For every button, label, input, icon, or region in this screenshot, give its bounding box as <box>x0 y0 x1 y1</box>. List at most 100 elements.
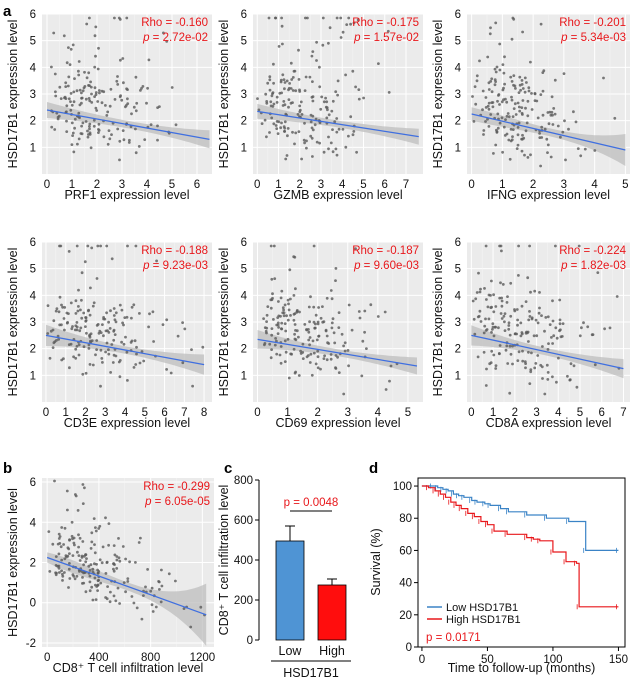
data-point <box>69 108 73 112</box>
data-point <box>94 526 97 529</box>
data-point <box>90 531 94 535</box>
data-point <box>363 309 367 313</box>
data-point <box>506 112 510 115</box>
data-point <box>118 303 122 307</box>
y-tick-label: 600 <box>234 515 253 527</box>
data-point <box>482 350 486 354</box>
data-point <box>517 105 521 109</box>
data-point <box>81 121 85 125</box>
data-point <box>479 320 483 323</box>
data-point <box>201 345 205 349</box>
data-point <box>75 325 79 329</box>
category-label: Low <box>279 644 303 658</box>
x-tick-label: 7 <box>620 407 626 419</box>
data-point <box>342 392 346 396</box>
data-point <box>310 126 314 130</box>
data-point <box>507 321 511 325</box>
data-point <box>526 276 530 280</box>
data-point <box>270 327 274 330</box>
data-point <box>97 331 101 335</box>
p-value: p = 0.0171 <box>426 632 481 644</box>
y-tick-label: 1 <box>455 142 461 154</box>
data-point <box>503 82 506 86</box>
data-point <box>503 329 507 332</box>
data-point <box>89 286 92 290</box>
data-point <box>298 104 302 108</box>
data-point <box>340 332 344 336</box>
data-point <box>321 305 324 308</box>
data-point <box>541 89 545 93</box>
data-point <box>593 149 597 152</box>
data-point <box>73 543 76 547</box>
data-point <box>508 344 512 348</box>
data-point <box>140 617 144 621</box>
y-axis-label: HSD17B1 expression level <box>431 248 445 397</box>
data-point <box>115 567 119 570</box>
data-point <box>500 296 503 300</box>
data-point <box>289 314 292 317</box>
data-point <box>97 46 100 50</box>
y-tick-label: -2 <box>26 638 36 650</box>
p-value-text: p = 9.23e-03 <box>142 260 208 272</box>
data-point <box>512 17 516 21</box>
data-point <box>113 333 117 336</box>
data-point <box>79 308 82 312</box>
regression-line <box>46 556 207 616</box>
data-point <box>88 99 92 103</box>
data-point <box>529 153 532 157</box>
y-tick-label: 0 <box>247 635 253 647</box>
x-axis-label: PRF1 expression level <box>64 188 189 202</box>
data-point <box>539 22 543 26</box>
data-point <box>484 120 487 123</box>
data-point <box>500 249 503 253</box>
data-point <box>116 586 120 590</box>
data-point <box>490 77 494 81</box>
data-point <box>64 97 68 100</box>
y-tick-label: 2 <box>241 344 247 356</box>
data-point <box>269 306 273 310</box>
data-point <box>92 517 96 520</box>
data-point <box>93 576 97 580</box>
data-point <box>315 338 319 342</box>
data-point <box>72 90 76 94</box>
data-point <box>316 355 320 359</box>
data-point <box>335 130 339 134</box>
data-point <box>84 553 87 556</box>
x-tick-label: 3 <box>102 407 108 419</box>
p-value: = 9.60e-03 <box>360 260 419 272</box>
data-point <box>308 75 312 79</box>
rho-value: Rho = -0.299 <box>143 481 210 493</box>
data-point <box>148 312 151 316</box>
data-point <box>547 342 550 345</box>
data-point <box>304 75 308 79</box>
data-point <box>333 120 337 124</box>
data-point <box>307 330 311 334</box>
data-point <box>113 553 117 557</box>
data-point <box>519 321 523 325</box>
data-point <box>529 368 533 371</box>
data-point <box>85 22 89 26</box>
data-point <box>265 135 268 139</box>
data-point <box>511 362 514 366</box>
data-point <box>307 338 311 342</box>
data-point <box>481 108 484 112</box>
data-point <box>477 271 480 275</box>
data-point <box>62 543 65 546</box>
data-point <box>59 97 63 100</box>
data-point <box>265 320 268 323</box>
data-point <box>95 562 98 566</box>
data-point <box>84 120 88 123</box>
data-point <box>96 244 100 248</box>
data-point <box>270 277 274 281</box>
data-point <box>77 353 81 357</box>
data-point <box>110 343 114 346</box>
data-point <box>130 595 134 598</box>
x-tick-label: 5 <box>142 407 148 419</box>
data-point <box>82 311 86 315</box>
data-point <box>72 150 76 154</box>
data-point <box>96 571 100 575</box>
data-point <box>337 371 341 374</box>
data-point <box>77 533 80 537</box>
y-axis-label: HSD17B1 expression level <box>217 248 231 397</box>
data-point <box>376 315 380 318</box>
